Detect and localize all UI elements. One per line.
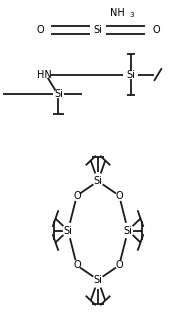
Text: Si: Si [64, 226, 73, 236]
Text: O: O [152, 25, 160, 35]
Text: O: O [115, 191, 123, 201]
Text: HN: HN [36, 70, 51, 80]
Text: Si: Si [123, 226, 132, 236]
Text: O: O [115, 260, 123, 270]
Text: O: O [73, 191, 81, 201]
Text: Si: Si [126, 70, 135, 80]
Text: Si: Si [93, 176, 103, 186]
Text: Si: Si [54, 89, 63, 99]
Text: 3: 3 [130, 12, 134, 18]
Text: O: O [36, 25, 44, 35]
Text: NH: NH [110, 7, 125, 18]
Text: Si: Si [93, 25, 103, 35]
Text: Si: Si [93, 275, 103, 285]
Text: O: O [73, 260, 81, 270]
